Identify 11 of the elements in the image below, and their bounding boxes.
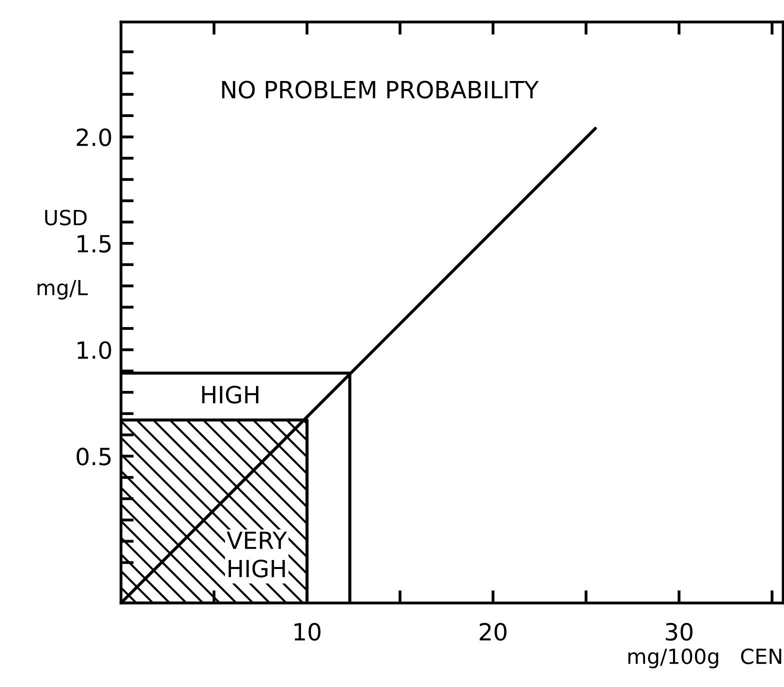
y-tick-label: 2.0 — [76, 128, 112, 146]
x-tick-label: 20 — [480, 622, 506, 641]
y-tick-label: 0.5 — [76, 448, 111, 466]
annotation: NO PROBLEM PROBABILITY — [222, 80, 539, 99]
x-tick-label: 10 — [294, 622, 320, 641]
y-tick-label: 1.0 — [78, 341, 112, 360]
x-tick-label: 30 — [666, 622, 692, 641]
annotation: VERY HIGH — [226, 532, 287, 578]
y-tick-label: 1.5 — [78, 235, 111, 253]
annotation: HIGH — [202, 386, 258, 404]
x-axis-title: mg/100g CEN — [628, 648, 782, 668]
